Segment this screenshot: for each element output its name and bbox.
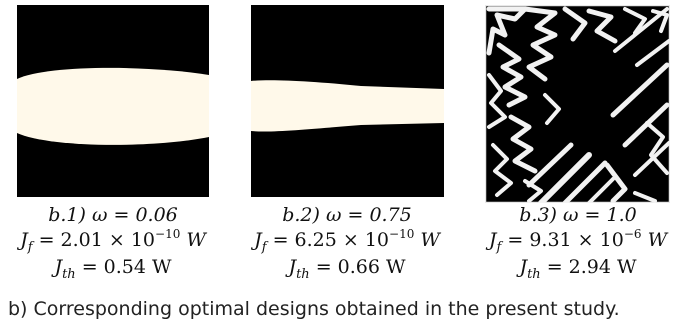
design-image-b1 bbox=[17, 5, 209, 197]
panel-b1-caption: b.1) ω = 0.06 Jf = 2.01 × 10−10 W Jth = … bbox=[0, 203, 233, 282]
panel-b2-jth: Jth = 0.66 W bbox=[288, 256, 406, 282]
panel-b3-omega: b.3) ω = 1.0 bbox=[519, 204, 637, 226]
panel-b3-jf: Jf = 9.31 × 10−6 W bbox=[488, 227, 668, 255]
panel-b1-jth: Jth = 0.54 W bbox=[54, 256, 172, 282]
panel-b2-caption: b.2) ω = 0.75 Jf = 6.25 × 10−10 W Jth = … bbox=[227, 203, 467, 282]
panel-b1-jf: Jf = 2.01 × 10−10 W bbox=[20, 227, 206, 255]
panel-b2-omega: b.2) ω = 0.75 bbox=[282, 204, 412, 226]
panel-b2-jf: Jf = 6.25 × 10−10 W bbox=[254, 227, 440, 255]
panel-b1-omega: b.1) ω = 0.06 bbox=[48, 204, 178, 226]
figure-caption: b) Corresponding optimal designs obtaine… bbox=[8, 298, 620, 320]
panel-b3-jth: Jth = 2.94 W bbox=[519, 256, 637, 282]
panel-b3-caption: b.3) ω = 1.0 Jf = 9.31 × 10−6 W Jth = 2.… bbox=[458, 203, 673, 282]
design-image-b2 bbox=[251, 5, 444, 197]
design-image-b3 bbox=[485, 5, 670, 203]
